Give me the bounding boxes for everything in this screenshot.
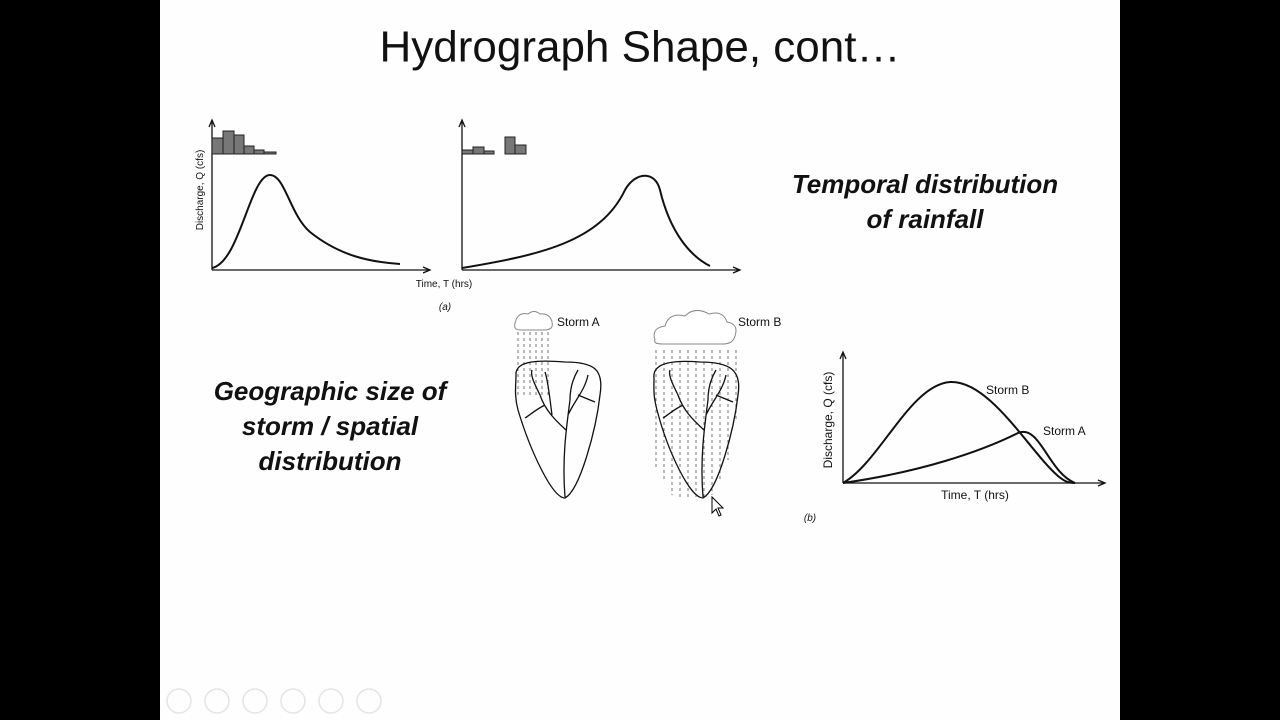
curve-label: Storm B bbox=[986, 383, 1029, 397]
storm-label: Storm B bbox=[738, 315, 781, 329]
zoom-button[interactable] bbox=[318, 688, 344, 714]
storm-label: Storm A bbox=[557, 315, 600, 329]
figure-caption: (a) bbox=[439, 302, 451, 313]
x-axis-label: Time, T (hrs) bbox=[941, 488, 1009, 502]
pen-button[interactable] bbox=[242, 688, 268, 714]
spatial-note: storm / spatial bbox=[242, 411, 419, 441]
next-button[interactable] bbox=[204, 688, 230, 714]
more-button[interactable] bbox=[356, 688, 382, 714]
spatial-note: distribution bbox=[259, 446, 402, 476]
slideshow-toolbar bbox=[166, 688, 382, 714]
figure-caption: (b) bbox=[804, 513, 816, 524]
spatial-note: Geographic size of bbox=[214, 376, 449, 406]
mouse-cursor bbox=[711, 495, 725, 517]
temporal-note: of rainfall bbox=[866, 204, 984, 234]
slide bbox=[160, 0, 1120, 720]
watershed-b: Storm B bbox=[653, 310, 781, 499]
slide-title: Hydrograph Shape, cont… bbox=[380, 23, 901, 72]
y-axis-label: Discharge, Q (cfs) bbox=[821, 372, 835, 469]
slides-button[interactable] bbox=[280, 688, 306, 714]
figure-b: Storm B Storm A Discharge, Q (cfs) Time,… bbox=[804, 350, 1107, 524]
y-axis-label: Discharge, Q (cfs) bbox=[195, 150, 206, 231]
watershed-a: Storm A bbox=[514, 311, 602, 499]
figure-a: Discharge, Q (cfs) Time, T (hrs) (a) bbox=[195, 118, 742, 313]
x-axis-label: Time, T (hrs) bbox=[416, 279, 472, 290]
curve-label: Storm A bbox=[1043, 424, 1086, 438]
temporal-note: Temporal distribution bbox=[792, 169, 1058, 199]
previous-button[interactable] bbox=[166, 688, 192, 714]
